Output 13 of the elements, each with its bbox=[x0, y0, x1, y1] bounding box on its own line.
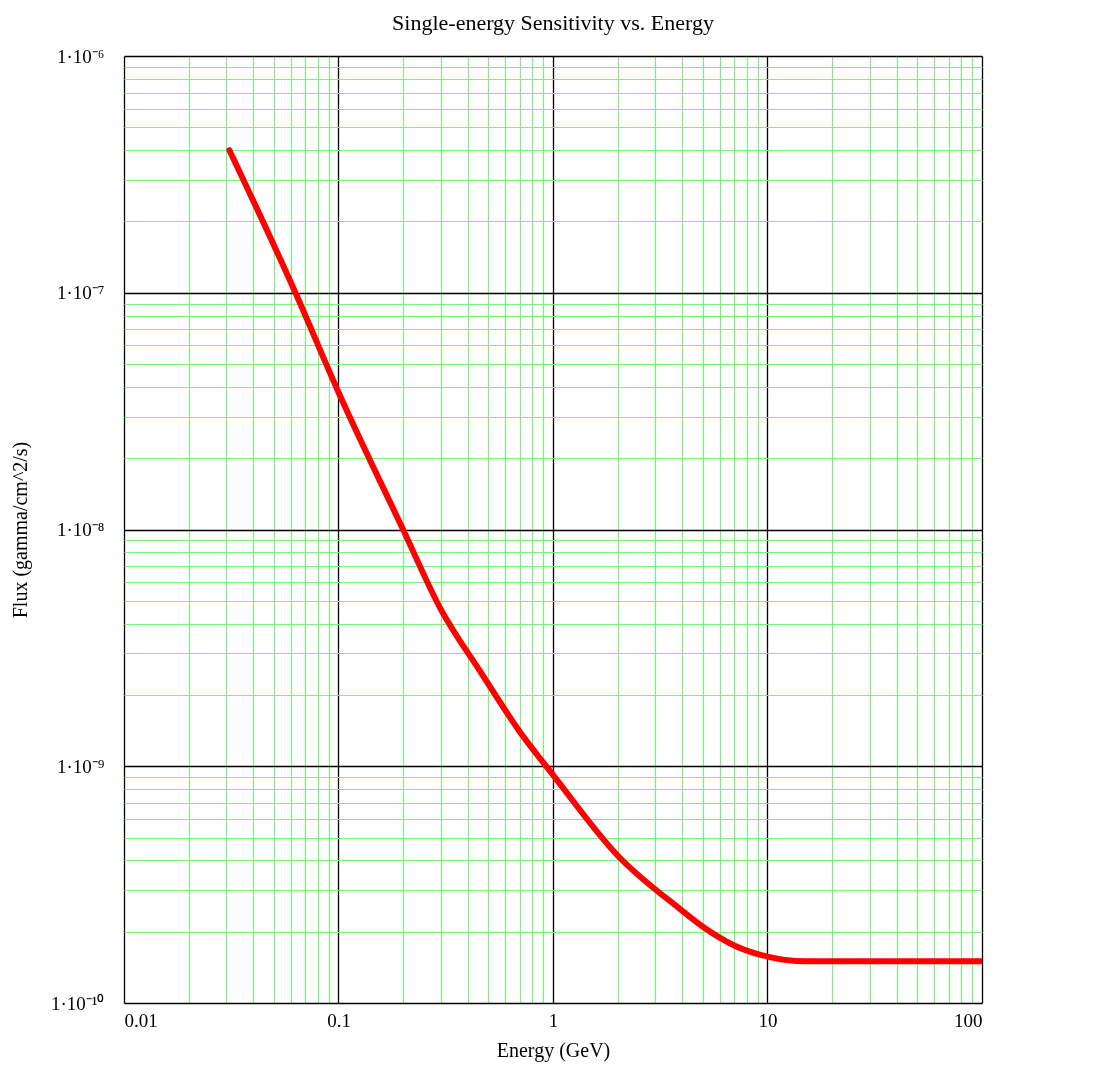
x-tick-label: 0.1 bbox=[327, 1009, 351, 1031]
chart-title: Single-energy Sensitivity vs. Energy bbox=[392, 10, 714, 35]
y-tick-label: 1·10⁻¹⁰ bbox=[50, 992, 105, 1014]
x-tick-label: 10 bbox=[758, 1009, 778, 1031]
y-tick-label: 1·10⁻⁷ bbox=[57, 282, 105, 304]
x-tick-label: 1 bbox=[548, 1009, 559, 1031]
y-axis-title: Flux (gamma/cm^2/s) bbox=[8, 441, 32, 619]
x-tick-label: 0.01 bbox=[124, 1009, 158, 1031]
y-tick-label: 1·10⁻⁹ bbox=[57, 755, 105, 777]
y-tick-label: 1·10⁻⁸ bbox=[57, 519, 105, 540]
x-tick-label: 100 bbox=[954, 1009, 983, 1031]
x-axis-title: Energy (GeV) bbox=[496, 1038, 611, 1062]
y-tick-label: 1·10⁻⁶ bbox=[57, 45, 105, 67]
